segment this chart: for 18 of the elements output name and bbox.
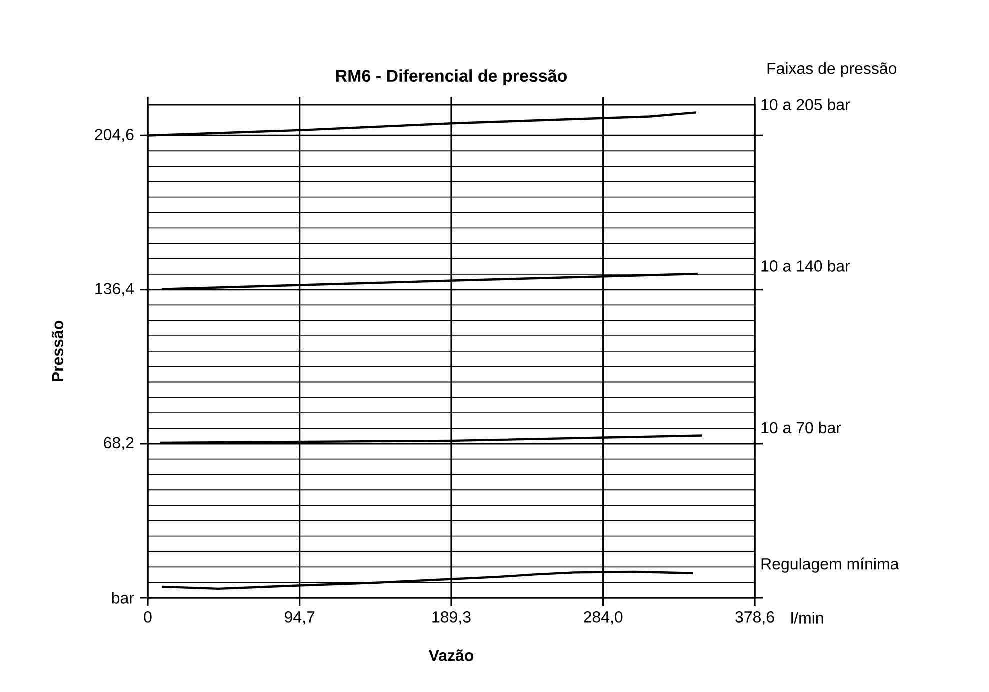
y-tick-label: 136,4	[96, 283, 134, 296]
x-axis-title: Vazão	[428, 650, 474, 662]
x-tick-label: 189,3	[432, 612, 471, 625]
text: 10 a 70 bar	[762, 422, 842, 434]
x-tick-label: 378,6	[736, 612, 774, 625]
legend-title: Faixas de pressão	[768, 62, 897, 78]
y-tick-label: bar	[112, 592, 134, 604]
y-axis-title: Pressão	[52, 320, 64, 382]
text: 10 a 140 bar	[762, 260, 850, 272]
x-tick-label: 284,0	[584, 612, 623, 625]
legend-label: 10 a 205 bar	[762, 98, 850, 111]
y-tick-label: 68,2	[104, 437, 134, 450]
text: Regulagem mínima	[762, 558, 900, 573]
x-tick-label: 0	[144, 612, 152, 623]
chart-title: RM6 - Diferencial de pressão	[336, 70, 568, 86]
text: l/min	[792, 612, 824, 624]
y-tick-label: 204,6	[95, 129, 134, 142]
x-tick-label: 94,7	[285, 612, 315, 625]
